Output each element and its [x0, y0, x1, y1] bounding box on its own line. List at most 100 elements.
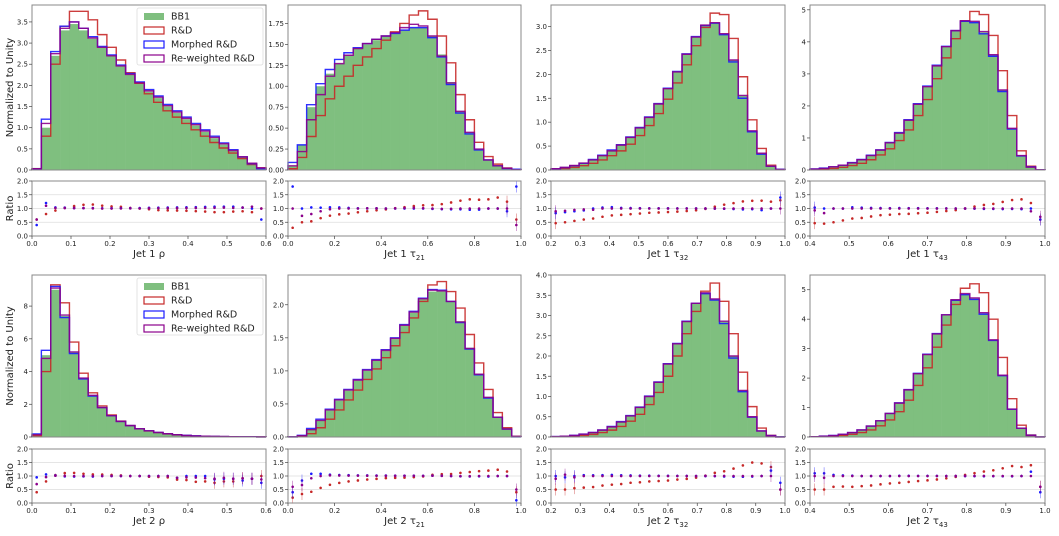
ratio-y-tick-label: 2.0	[273, 178, 284, 186]
ratio-point	[251, 477, 254, 480]
bar-bb1	[645, 397, 655, 438]
ratio-point	[832, 486, 835, 489]
bar-bb1	[913, 104, 923, 170]
x-tick-label: 0.6	[883, 507, 895, 515]
bar-bb1	[79, 378, 89, 437]
bar-bb1	[428, 292, 438, 437]
y-tick-label: 0.75	[268, 104, 284, 112]
ratio-point	[422, 207, 425, 210]
bar-bb1	[719, 322, 729, 437]
legend-swatch-bb1	[144, 283, 164, 290]
ratio-point	[223, 206, 226, 209]
bar-bb1	[400, 30, 410, 170]
x-tick-label: 0.8	[721, 240, 732, 248]
ratio-point	[478, 207, 481, 210]
x-tick-label: 0.4	[182, 507, 194, 515]
bar-bb1	[626, 137, 636, 170]
y-tick-label: 1	[802, 134, 806, 142]
x-axis-label-text: Jet 1 τ	[383, 249, 416, 260]
y-tick-label: 2.5	[536, 47, 547, 55]
x-tick-label: 0.0	[282, 240, 293, 248]
ratio-point	[35, 218, 38, 221]
ratio-point	[459, 199, 462, 202]
x-tick-label: 0.5	[221, 240, 232, 248]
x-axis-label: Jet 2 τ21	[383, 516, 425, 529]
ratio-point	[992, 207, 995, 210]
x-axis-label-text: Jet 1 ρ	[132, 249, 165, 260]
bar-bb1	[456, 321, 466, 437]
ratio-point	[1030, 475, 1033, 478]
ratio-point	[714, 475, 717, 478]
ratio-point	[232, 477, 235, 480]
ratio-point	[195, 207, 198, 210]
legend-label: Re-weighted R&D	[171, 54, 255, 65]
ratio-point	[592, 217, 595, 220]
bar-bb1	[857, 430, 867, 437]
bar-bb1	[626, 416, 636, 437]
bar-bb1	[970, 299, 980, 437]
ratio-point	[629, 213, 632, 216]
ratio-point	[310, 213, 313, 216]
ratio-point	[889, 207, 892, 210]
x-tick-label: 0.2	[545, 507, 556, 515]
ratio-point	[195, 480, 198, 483]
y-tick-label: 1.0	[536, 393, 547, 401]
bar-bb1	[866, 156, 876, 170]
ratio-point	[101, 475, 104, 478]
ratio-point	[35, 224, 38, 227]
ratio-point	[148, 475, 151, 478]
ratio-y-tick-label: 0.5	[795, 219, 806, 227]
x-tick-label: 0.2	[329, 507, 340, 515]
ratio-point	[936, 475, 939, 478]
ratio-point	[742, 475, 745, 478]
bar-bb1	[107, 56, 117, 170]
ratio-point	[954, 207, 957, 210]
bar-bb1	[418, 28, 428, 170]
ratio-point	[945, 477, 948, 480]
ratio-point	[823, 477, 826, 480]
x-tick-label: 0.6	[662, 240, 674, 248]
ratio-point	[842, 475, 845, 478]
ratio-point	[204, 210, 207, 213]
ratio-point	[751, 207, 754, 210]
x-axis-label-text: Jet 1 τ	[906, 249, 939, 260]
x-tick-label: 0.7	[692, 507, 703, 515]
y-tick-label: 0.5	[536, 143, 547, 151]
ratio-point	[1030, 470, 1033, 473]
bar-bb1	[325, 74, 335, 170]
ratio-point	[898, 482, 901, 485]
bar-bb1	[381, 36, 391, 170]
y-tick-label: 1.0	[17, 124, 28, 132]
ratio-point	[936, 478, 939, 481]
y-tick-label: 6	[24, 335, 29, 343]
ratio-point	[45, 476, 48, 479]
ratio-y-tick-label: 1.5	[795, 459, 806, 467]
ratio-point	[403, 207, 406, 210]
bar-bb1	[335, 401, 345, 437]
ratio-point	[487, 475, 490, 478]
x-tick-label: 0.8	[469, 240, 480, 248]
bar-bb1	[942, 315, 952, 437]
ratio-point	[639, 212, 642, 215]
ratio-y-tick-label: 1.0	[536, 473, 547, 481]
ratio-y-tick-label: 1.0	[536, 205, 547, 213]
bar-bb1	[979, 32, 989, 170]
ratio-point	[917, 212, 920, 215]
ratio-point	[1001, 467, 1004, 470]
x-tick-label: 0.5	[633, 507, 644, 515]
ratio-point	[860, 207, 863, 210]
ratio-y-tick-label: 1.0	[795, 473, 806, 481]
ratio-point	[657, 475, 660, 478]
ratio-point	[176, 477, 179, 480]
ratio-point	[760, 475, 763, 478]
ratio-point	[582, 218, 585, 221]
y-tick-label: 0.50	[268, 125, 284, 133]
ratio-point	[120, 207, 123, 210]
ratio-point	[695, 207, 698, 210]
ratio-point	[515, 224, 518, 227]
ratio-point	[573, 220, 576, 223]
bar-bb1	[663, 89, 673, 170]
x-tick-label: 0.8	[469, 507, 480, 515]
bar-bb1	[1017, 428, 1027, 437]
